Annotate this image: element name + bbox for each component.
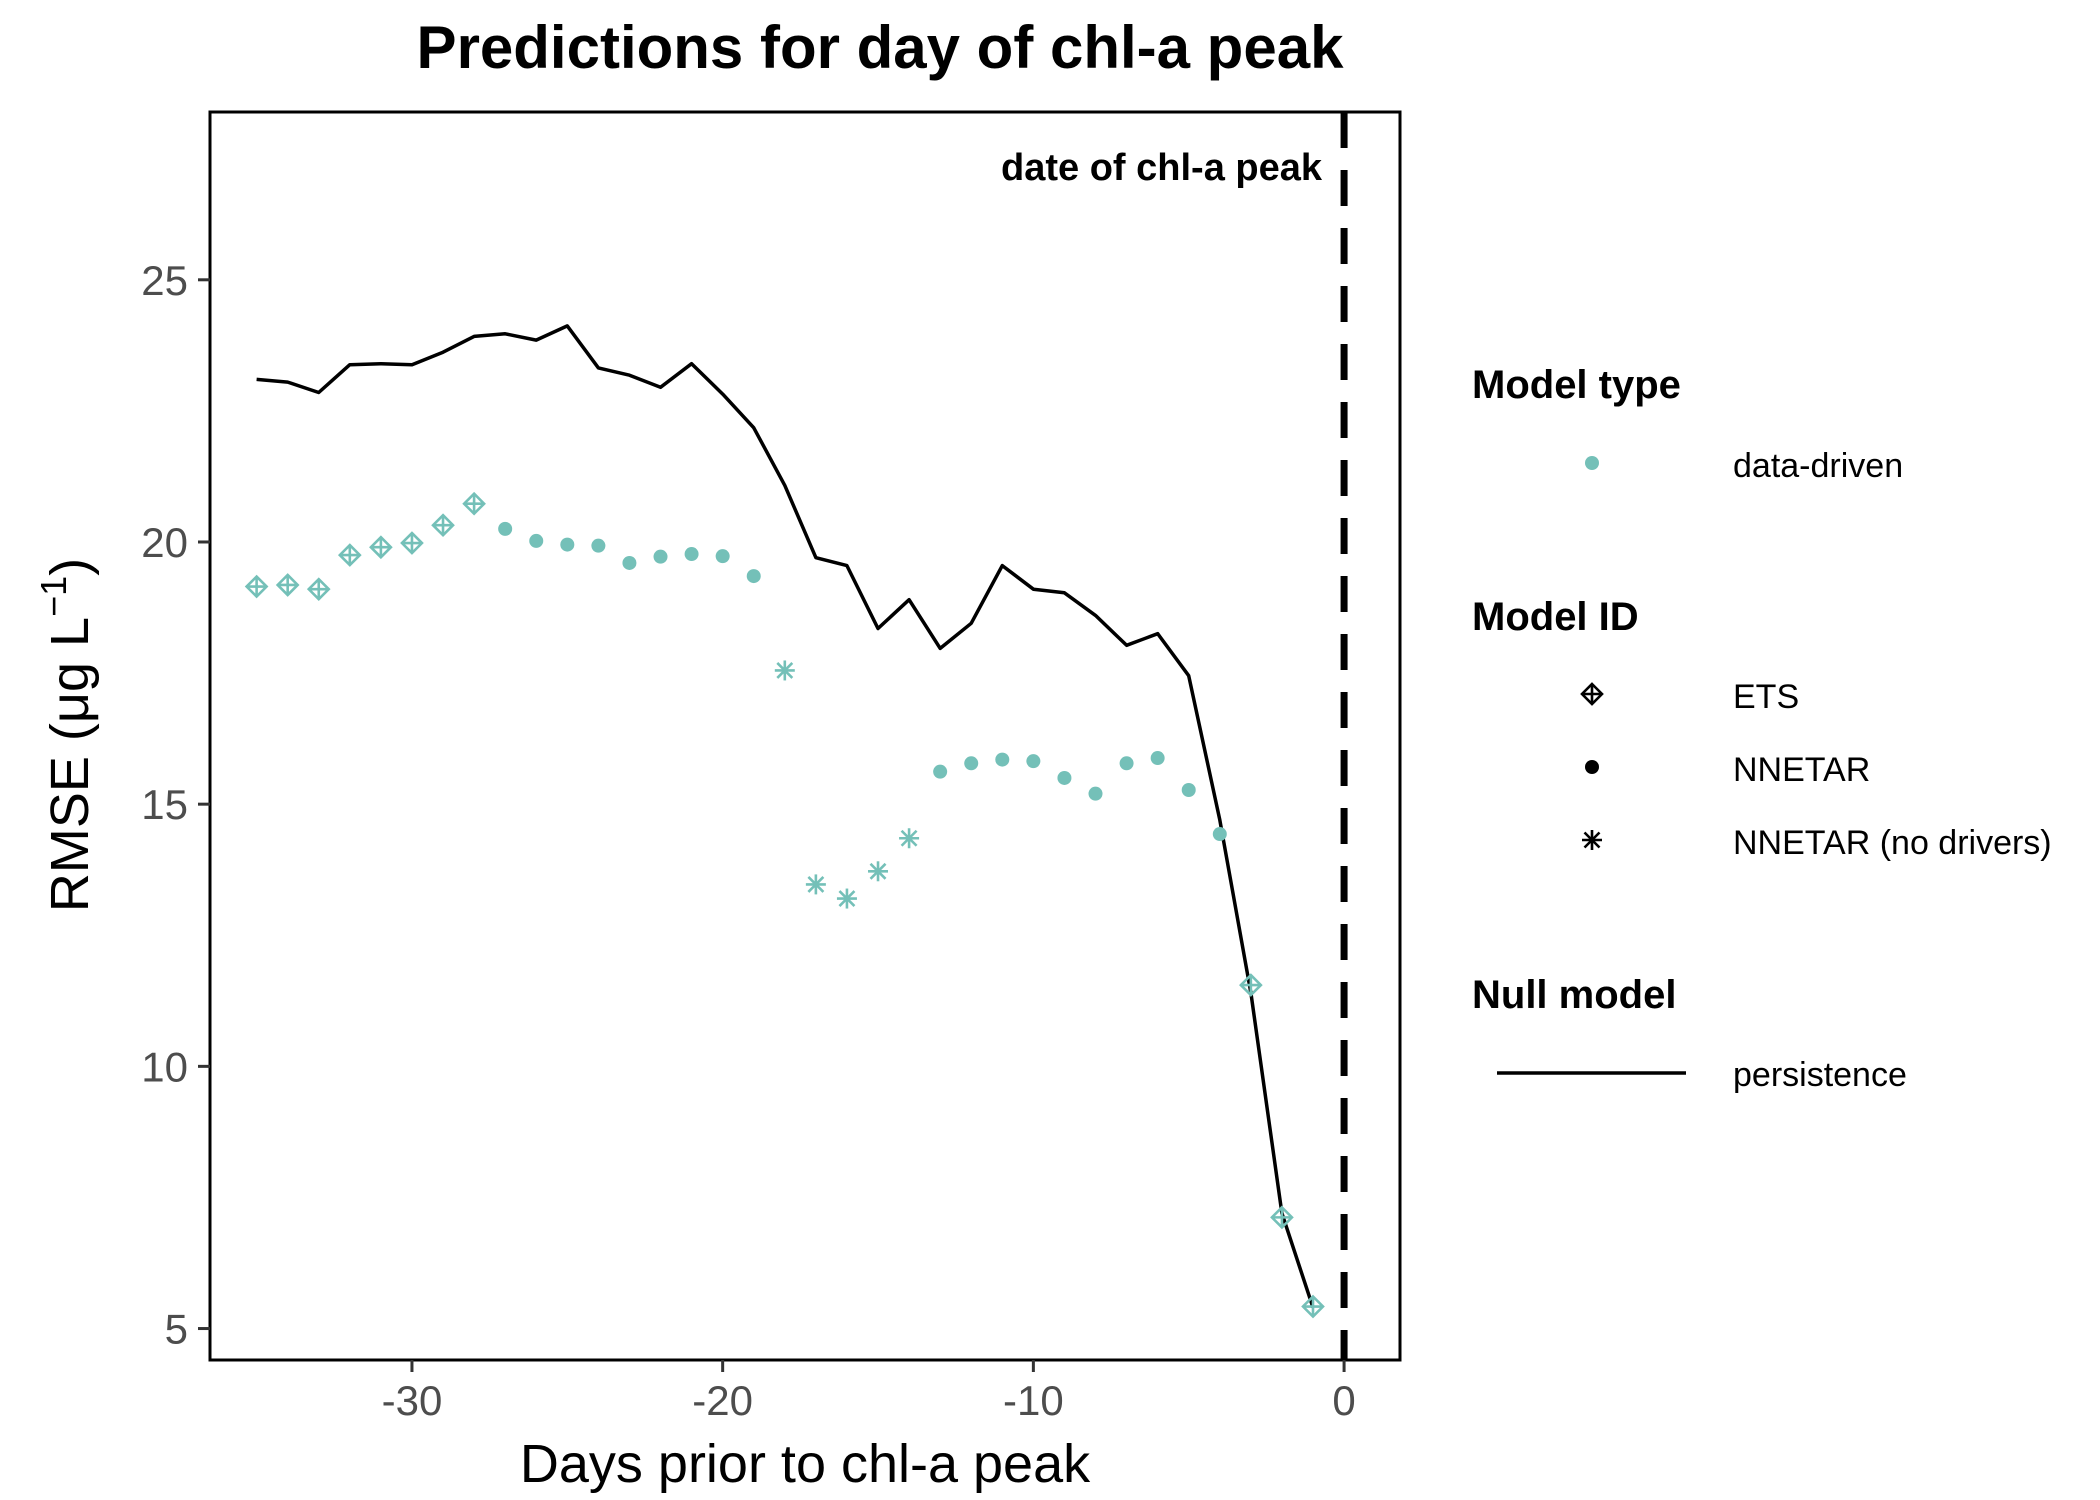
- axes: -30 -20 -10 0 5 10 15 20 25: [141, 257, 1355, 1424]
- nnetar-point: [622, 555, 637, 570]
- chart-title: Predictions for day of chl-a peak: [417, 14, 1345, 81]
- y-axis-title-close: ): [40, 558, 100, 576]
- y-tick-label: 20: [141, 519, 188, 566]
- legend: Model type data-driven Model ID ETS NNET…: [1472, 363, 2052, 1094]
- ets-point: [275, 573, 300, 597]
- legend-key-nnetar: [1585, 760, 1599, 774]
- ets-point: [400, 531, 424, 555]
- legend-symbol-nnetar-no-drivers: [1582, 830, 1602, 850]
- ets-point: [369, 535, 393, 560]
- nnetar-point: [560, 537, 575, 552]
- legend-title-model-id: Model ID: [1472, 595, 1639, 639]
- y-tick-label: 25: [141, 257, 188, 304]
- x-axis-title: Days prior to chl-a peak: [520, 1434, 1091, 1494]
- legend-dot-data-driven: [1585, 456, 1599, 470]
- legend-label-nnetar: NNETAR: [1733, 751, 1870, 789]
- nnetar-point: [746, 569, 761, 584]
- nnetar-point: [715, 549, 730, 564]
- persistence-line: [256, 324, 1315, 1309]
- ets-point: [244, 574, 269, 599]
- ets-point: [1301, 1294, 1325, 1319]
- nnetar-point: [1119, 756, 1134, 771]
- x-tick-label: 0: [1332, 1377, 1355, 1424]
- legend-key-ets: [1580, 682, 1604, 706]
- legend-title-null-model: Null model: [1472, 973, 1676, 1017]
- y-tick-label: 15: [141, 781, 188, 828]
- nnetar-no-drivers-point: [836, 888, 857, 909]
- y-tick-label: 5: [165, 1306, 188, 1353]
- ets-point: [306, 577, 331, 602]
- legend-symbol-ets: [1580, 682, 1604, 706]
- y-tick-label: 10: [141, 1043, 188, 1090]
- nnetar-point: [1057, 770, 1072, 785]
- nnetar-point: [1212, 827, 1227, 842]
- y-axis-title-main: RMSE (μg L: [40, 617, 100, 912]
- ets-point: [1239, 973, 1263, 997]
- nnetar-no-drivers-point: [774, 660, 795, 681]
- legend-title-model-type: Model type: [1472, 363, 1681, 407]
- x-tick-label: -30: [382, 1377, 443, 1424]
- nnetar-point: [591, 538, 606, 553]
- legend-label-nnetar-no-drivers: NNETAR (no drivers): [1733, 824, 2052, 862]
- legend-key-data-driven: [1585, 456, 1599, 470]
- plot-panel: [208, 110, 1402, 1362]
- legend-key-nnetar-no-drivers: [1582, 830, 1602, 850]
- nnetar-point: [684, 547, 699, 562]
- peak-date-annotation: date of chl-a peak: [1001, 147, 1323, 189]
- nnetar-point: [964, 756, 979, 771]
- legend-label-data-driven: data-driven: [1733, 447, 1903, 485]
- legend-label-ets: ETS: [1733, 678, 1799, 716]
- nnetar-point: [529, 533, 544, 548]
- nnetar-no-drivers-point: [868, 861, 889, 882]
- ets-point: [337, 543, 362, 567]
- nnetar-point: [933, 764, 948, 779]
- nnetar-no-drivers-point: [805, 874, 826, 895]
- y-axis-title: RMSE (μg L−1): [33, 558, 100, 912]
- nnetar-point: [1088, 786, 1103, 801]
- nnetar-point: [1181, 783, 1196, 798]
- ets-point: [1270, 1205, 1294, 1230]
- nnetar-point: [1150, 751, 1165, 766]
- ets-point: [431, 513, 455, 538]
- ets-point: [462, 491, 486, 516]
- legend-symbol-nnetar: [1585, 760, 1599, 774]
- y-axis-title-superscript: −1: [33, 576, 74, 617]
- nnetar-point: [653, 549, 668, 564]
- nnetar-point: [498, 521, 513, 536]
- x-tick-label: -20: [692, 1377, 753, 1424]
- nnetar-no-drivers-point: [899, 828, 920, 849]
- nnetar-point: [995, 752, 1010, 767]
- legend-label-persistence: persistence: [1733, 1056, 1907, 1094]
- x-tick-label: -10: [1003, 1377, 1064, 1424]
- plot-marks: [244, 112, 1348, 1360]
- nnetar-point: [1026, 754, 1041, 769]
